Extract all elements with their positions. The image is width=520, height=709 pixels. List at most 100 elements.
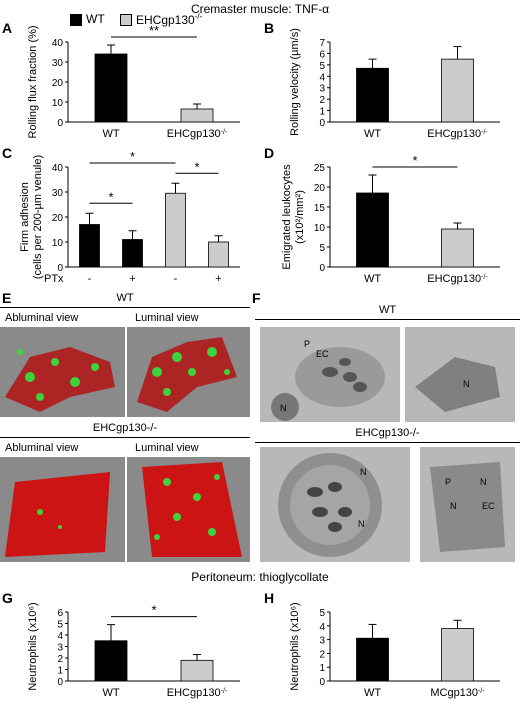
label-ec: EC <box>482 501 495 511</box>
y-tick-label: 20 <box>52 78 64 89</box>
panel-e-ko-abluminal-label: Abluminal view <box>5 442 79 454</box>
x-tick-label: WT <box>102 128 119 140</box>
significance-marker: ** <box>149 23 159 38</box>
panel-f-ko-label: EHCgp130-/- <box>355 427 420 439</box>
panel-letter-d: D <box>264 145 275 161</box>
panel-letter-e: E <box>2 290 12 306</box>
figure-title-top: Cremaster muscle: TNF-α <box>190 2 330 16</box>
significance-marker: * <box>151 603 156 618</box>
y-tick-label: 20 <box>314 183 326 194</box>
bar <box>208 241 229 268</box>
y-tick-label: 30 <box>52 58 64 69</box>
bar <box>79 224 100 268</box>
x-tick-label: + <box>129 273 135 285</box>
legend-swatch-ko <box>120 14 132 26</box>
panel-e-wt-luminal-label: Luminal view <box>135 312 199 324</box>
significance-marker: * <box>130 149 135 164</box>
y-tick-label: 4 <box>319 72 325 83</box>
x-tick-label: WT <box>364 273 381 285</box>
y-tick-label: 10 <box>314 223 326 234</box>
y-tick-label: 15 <box>314 203 326 214</box>
y-tick-label: 3 <box>57 643 63 654</box>
y-axis-label: Neutrophils (x10⁶) <box>27 602 39 690</box>
y-tick-label: 5 <box>319 608 325 619</box>
label-n: N <box>463 379 470 389</box>
bar <box>165 192 186 268</box>
panel-letter-b: B <box>264 20 275 36</box>
bar <box>94 640 128 682</box>
panel-f-wt-divider <box>255 319 520 320</box>
y-tick-label: 5 <box>319 243 325 254</box>
label-ec: EC <box>316 349 329 359</box>
x-tick-label: WT <box>364 687 381 699</box>
panel-e-ko-luminal-label: Luminal view <box>135 442 199 454</box>
significance-marker: * <box>412 153 417 168</box>
x-tick-label: WT <box>102 687 119 699</box>
chart-c: 0 10 20 30 40 Firm adhesion (cells per 200-µm … <box>19 149 240 285</box>
bar <box>356 67 389 123</box>
y-axis-label: Neutrophils (x10⁶) <box>289 602 301 690</box>
bar <box>94 53 128 123</box>
y-tick-label: 40 <box>52 163 64 174</box>
y-tick-label: 1 <box>319 663 325 674</box>
y-axis-label: Emigrated leukocytes <box>281 164 293 270</box>
panel-f-wt-label: WT <box>378 304 397 316</box>
label-p: P <box>445 477 451 487</box>
y-tick-label: 0 <box>57 677 63 688</box>
y-tick-label: 4 <box>57 631 63 642</box>
y-tick-label: 3 <box>319 636 325 647</box>
panel-f-ko-micrograph-1: N N <box>260 447 410 562</box>
y-tick-label: 2 <box>319 95 325 106</box>
panel-e-wt-label: WT <box>116 292 134 304</box>
bar <box>180 108 214 123</box>
y-tick-label: 3 <box>319 84 325 95</box>
label-n: N <box>360 467 367 477</box>
y-tick-label: 7 <box>319 38 325 49</box>
y-axis-label: Rolling flux fraction (%) <box>27 25 39 138</box>
legend-swatch-wt <box>70 14 82 26</box>
y-tick-label: 40 <box>52 38 64 49</box>
x-tick-label: WT <box>364 128 381 140</box>
panel-letter-c: C <box>2 145 13 161</box>
x-tick-label: + <box>215 273 221 285</box>
panel-e: WT Abluminal view Luminal view EHCgp130-… <box>0 292 250 562</box>
label-n: N <box>358 519 365 529</box>
bar <box>356 192 389 268</box>
legend-label-ko: EHCgp130-/- <box>136 12 203 27</box>
panel-letter-g: G <box>2 590 13 606</box>
y-tick-label: 2 <box>319 649 325 660</box>
x-tick-label: MCgp130-/- <box>430 687 485 699</box>
y-tick-label: 2 <box>57 654 63 665</box>
y-tick-label: 4 <box>319 622 325 633</box>
y-axis-label: (x10²/mm²) <box>294 190 306 244</box>
bar <box>441 58 474 123</box>
panel-e-wt-luminal-image <box>127 327 250 417</box>
chart-a: 0 10 20 30 40 Rolling flux fraction (%) WT EHCg… <box>27 23 240 140</box>
label-p: P <box>304 339 310 349</box>
x-tick-label: EHCgp130-/- <box>167 128 228 140</box>
x-tick-label: EHCgp130-/- <box>427 128 488 140</box>
panel-letter-a: A <box>2 20 13 36</box>
y-axis-label: Firm adhesion <box>19 182 31 252</box>
panel-f-wt-micrograph-1: P EC N <box>260 327 400 422</box>
y-tick-label: 10 <box>52 238 64 249</box>
y-axis-label: (cells per 200-µm venule) <box>32 155 44 279</box>
panel-f: WT P EC N N EHCgp130-/- N N P N N EC <box>255 292 520 567</box>
figure-title-bottom: Peritoneum: thioglycollate <box>191 570 329 584</box>
y-tick-label: 0 <box>57 118 63 129</box>
panel-letter-h: H <box>264 590 275 606</box>
label-n: N <box>280 403 287 413</box>
panel-e-ko-label: EHCgp130-/- <box>92 422 158 434</box>
y-tick-label: 0 <box>319 677 325 688</box>
x-tick-label: EHCgp130-/- <box>427 273 488 285</box>
bar <box>441 228 474 268</box>
panel-letter-f: F <box>252 290 261 306</box>
y-tick-label: 10 <box>52 98 64 109</box>
y-axis-label: Rolling velocity (µm/s) <box>289 28 301 136</box>
y-tick-label: 1 <box>319 107 325 118</box>
y-tick-label: 6 <box>57 608 63 619</box>
x-tick-label: EHCgp130-/- <box>167 687 228 699</box>
significance-marker: * <box>108 189 113 204</box>
y-tick-label: 5 <box>319 61 325 72</box>
